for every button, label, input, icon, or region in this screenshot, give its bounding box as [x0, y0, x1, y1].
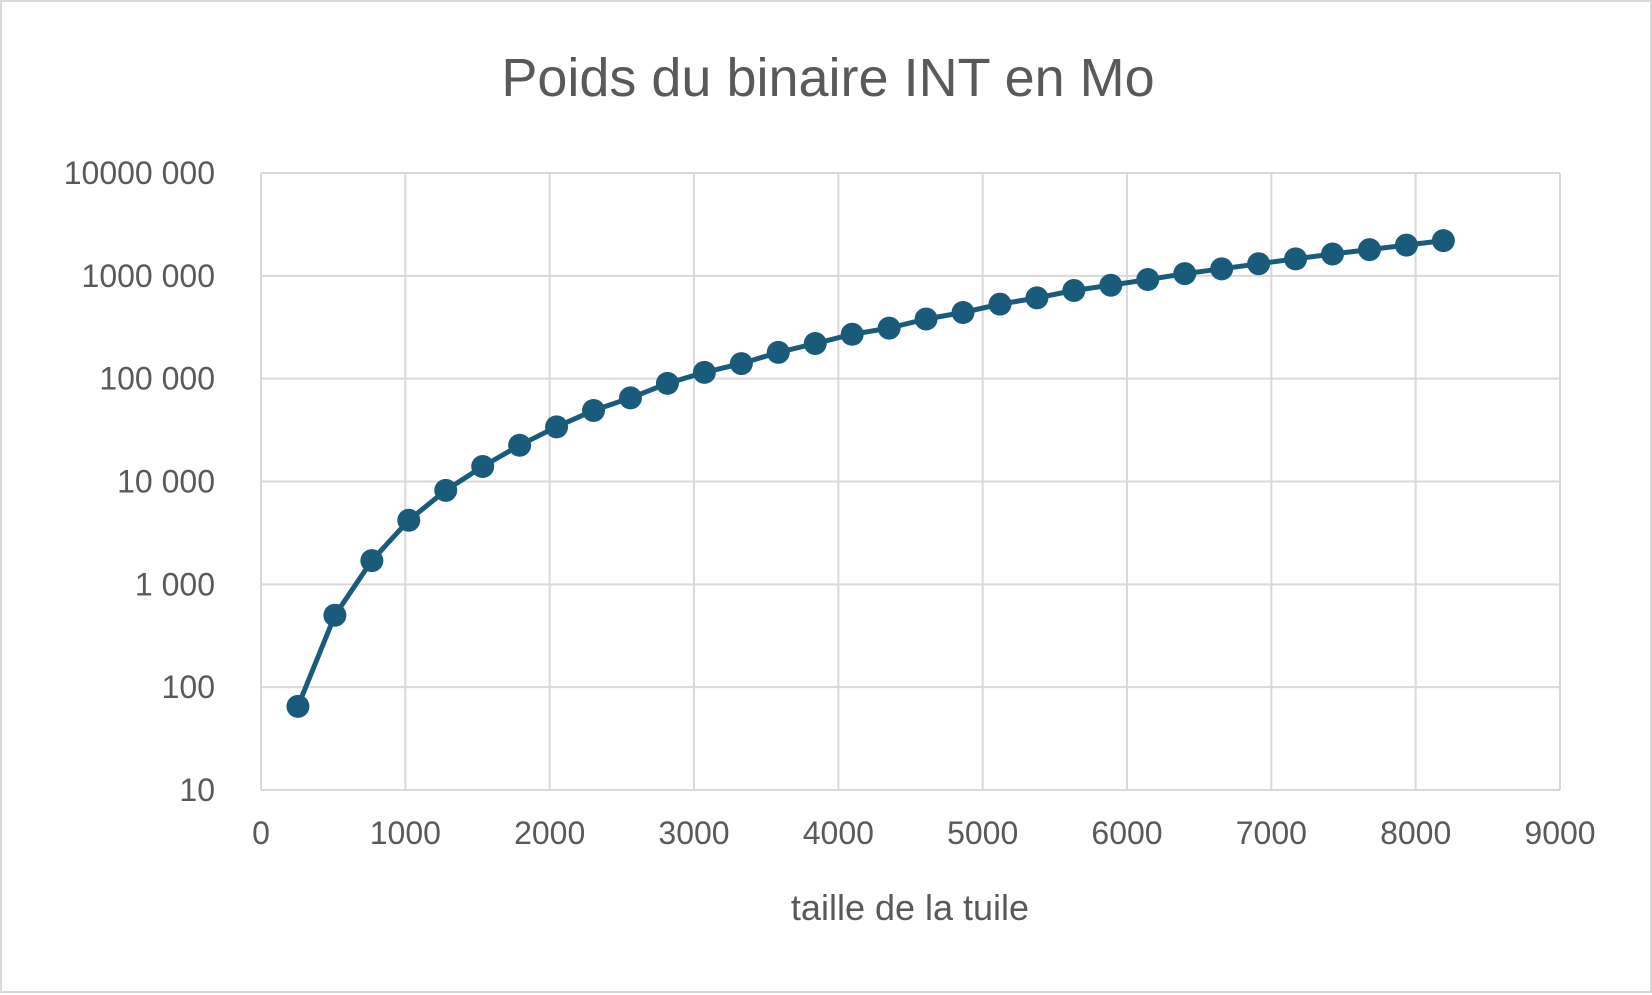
- x-tick-label: 6000: [1091, 815, 1162, 851]
- data-point: [618, 386, 642, 410]
- data-point: [1099, 273, 1123, 297]
- data-point: [840, 322, 864, 346]
- data-point: [397, 508, 421, 532]
- y-tick-label: 100: [162, 669, 215, 705]
- x-tick-label: 8000: [1380, 815, 1451, 851]
- data-point: [508, 433, 532, 457]
- y-tick-label: 10: [179, 772, 215, 808]
- data-point: [1062, 279, 1086, 303]
- data-point: [1210, 257, 1234, 281]
- y-tick-label: 1 000: [135, 566, 215, 602]
- data-point: [434, 478, 458, 502]
- data-point: [1357, 238, 1381, 262]
- data-point: [286, 694, 310, 718]
- x-axis-ticks: 0 1000 2000 3000 4000 5000 6000 7000 8000 9000: [252, 815, 1595, 851]
- y-tick-label: 100 000: [99, 361, 215, 397]
- data-point: [1136, 268, 1160, 292]
- y-tick-label: 10000 000: [64, 155, 215, 191]
- data-point: [323, 603, 347, 627]
- x-tick-label: 5000: [947, 815, 1018, 851]
- data-point: [729, 352, 753, 376]
- x-tick-label: 9000: [1524, 815, 1595, 851]
- y-tick-label: 10 000: [117, 464, 215, 500]
- x-axis-title: taille de la tuile: [791, 887, 1029, 928]
- data-point: [951, 300, 975, 324]
- gridlines: [260, 172, 1561, 791]
- data-point: [914, 307, 938, 331]
- data-point: [1431, 229, 1455, 253]
- data-point: [1284, 247, 1308, 271]
- x-tick-label: 4000: [803, 815, 874, 851]
- data-point: [766, 340, 790, 364]
- data-point: [1173, 262, 1197, 286]
- data-point: [471, 454, 495, 478]
- chart-title: Poids du binaire INT en Mo: [501, 48, 1154, 108]
- x-tick-label: 2000: [514, 815, 585, 851]
- data-point: [582, 399, 606, 423]
- data-point: [988, 292, 1012, 316]
- x-tick-label: 0: [252, 815, 270, 851]
- y-tick-label: 1000 000: [82, 258, 215, 294]
- data-point: [877, 316, 901, 340]
- data-point: [692, 360, 716, 384]
- x-tick-label: 3000: [658, 815, 729, 851]
- series-plot: [286, 229, 1455, 718]
- y-axis-ticks: 10 100 1 000 10 000 100 000 1000 000 10000 000: [64, 155, 215, 808]
- data-point: [360, 549, 384, 573]
- data-point: [545, 415, 569, 439]
- data-point: [1025, 286, 1049, 310]
- data-point: [1394, 233, 1418, 257]
- data-point: [1321, 242, 1345, 266]
- x-tick-label: 7000: [1236, 815, 1307, 851]
- x-tick-label: 1000: [370, 815, 441, 851]
- data-point: [803, 331, 827, 355]
- data-point: [655, 371, 679, 395]
- data-point: [1247, 252, 1271, 276]
